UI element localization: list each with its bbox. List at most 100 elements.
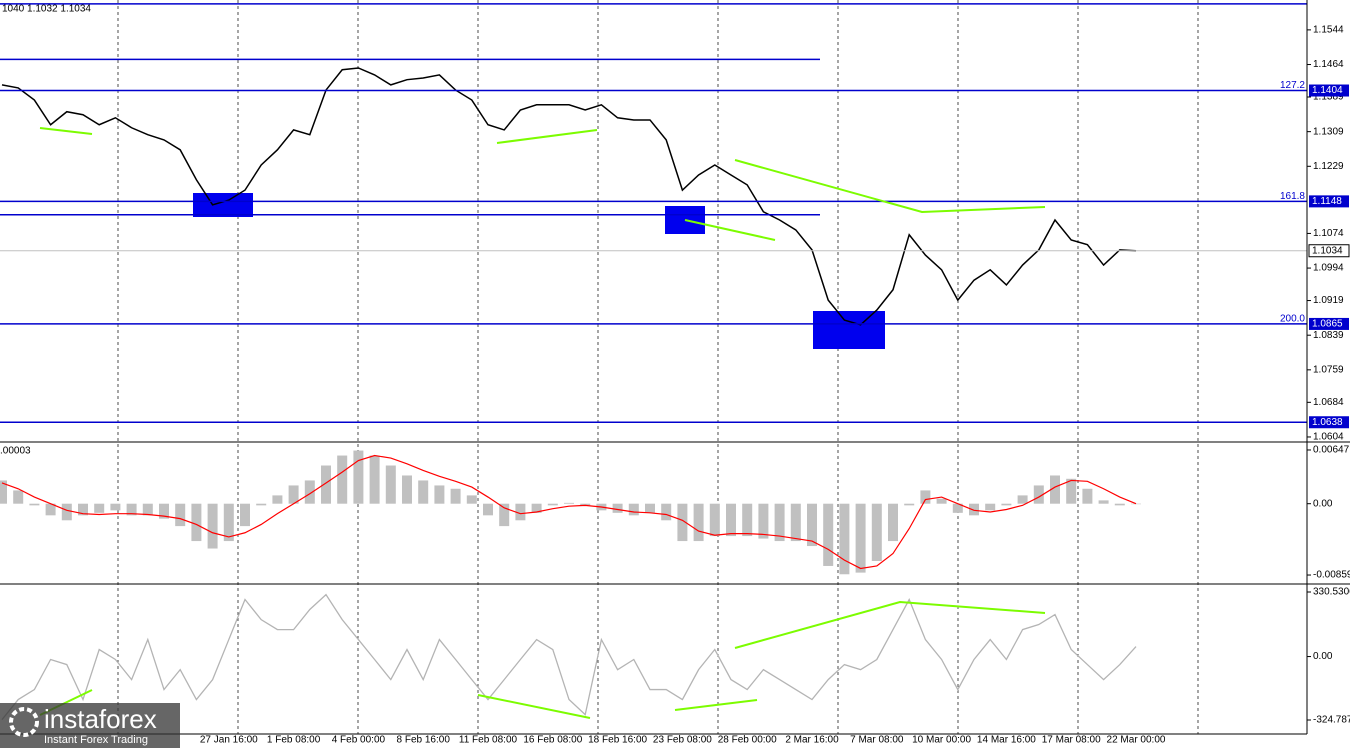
y-tick-label: 1.0759 xyxy=(1313,364,1344,375)
watermark: instaforex Instant Forex Trading xyxy=(0,703,180,748)
x-tick-label: 18 Feb 16:00 xyxy=(588,735,647,746)
y-tick-label: 0.00 xyxy=(1313,498,1333,509)
histogram-bar xyxy=(515,503,526,521)
histogram-bar xyxy=(61,503,72,521)
histogram-bar xyxy=(0,480,7,504)
y-tick-label: -324.7876 xyxy=(1313,715,1350,726)
level-tag xyxy=(1309,317,1349,330)
y-tick-label: 1.0839 xyxy=(1313,330,1344,341)
divergence-line xyxy=(39,127,93,135)
x-tick-label: 16 Feb 08:00 xyxy=(523,735,582,746)
histogram-bar xyxy=(126,503,137,516)
histogram-bar xyxy=(1001,503,1012,506)
histogram-bar xyxy=(564,502,574,504)
series-line xyxy=(1,67,1137,326)
histogram-bar xyxy=(353,450,364,504)
x-tick-label: 2 Mar 16:00 xyxy=(785,735,839,746)
histogram-bar xyxy=(45,503,56,516)
level-label: 127.2 xyxy=(1280,80,1305,91)
histogram-bar xyxy=(709,503,720,537)
y-tick-label: 1.1544 xyxy=(1313,25,1344,36)
histogram-bar xyxy=(29,503,40,506)
y-tick-label: 1.1389 xyxy=(1313,92,1344,103)
divergence-line xyxy=(684,219,776,241)
histogram-bar xyxy=(531,503,542,513)
histogram-bar xyxy=(920,490,931,504)
histogram-bar xyxy=(904,503,915,506)
histogram-bar xyxy=(1082,488,1093,504)
histogram-bar xyxy=(466,495,477,504)
x-tick-label: 8 Feb 16:00 xyxy=(397,735,451,746)
y-tick-label: 1.1309 xyxy=(1313,126,1344,137)
histogram-bar xyxy=(1017,495,1028,504)
histogram-bar xyxy=(483,503,493,516)
histogram-bar xyxy=(628,503,639,516)
histogram-bar xyxy=(450,488,461,504)
logo-tagline: Instant Forex Trading xyxy=(44,734,148,746)
histogram-bar xyxy=(1131,503,1141,505)
histogram-bar xyxy=(661,503,672,521)
histogram-bar xyxy=(288,485,299,504)
histogram-bar xyxy=(418,480,429,504)
x-tick-label: 7 Mar 08:00 xyxy=(850,735,904,746)
level-value: 1.0865 xyxy=(1312,319,1343,330)
plots: 1.1544 1.1464 1.1389 1.1309 1.1229 1.1074 1.09… xyxy=(0,3,1350,746)
level-value: 1.1148 xyxy=(1312,196,1342,207)
x-tick-label: 1 Feb 08:00 xyxy=(267,735,321,746)
histogram-bar xyxy=(256,503,267,506)
y-tick-label: 1.1229 xyxy=(1313,161,1344,172)
histogram-bar xyxy=(807,503,817,547)
histogram-bar xyxy=(337,455,348,504)
divergence-line xyxy=(477,694,591,719)
histogram-bar xyxy=(223,503,234,542)
level-label: 200.0 xyxy=(1280,314,1305,325)
histogram-bar xyxy=(1114,503,1125,506)
histogram-bar xyxy=(742,503,753,537)
y-tick-label: 1.0994 xyxy=(1313,263,1344,274)
histogram-bar xyxy=(726,503,736,537)
x-tick-label: 22 Mar 00:00 xyxy=(1107,735,1166,746)
macd-header: .00003 xyxy=(0,446,31,457)
y-tick-label: 1.0684 xyxy=(1313,397,1344,408)
x-tick-label: 11 Feb 08:00 xyxy=(459,735,518,746)
histogram-bar xyxy=(580,503,591,506)
histogram-bar xyxy=(499,503,510,527)
histogram-bar xyxy=(547,503,558,506)
y-tick-label: 1.0919 xyxy=(1313,295,1344,306)
divergence-line xyxy=(734,600,1046,649)
y-tick-label: 0.00647 xyxy=(1313,445,1350,456)
histogram-bar xyxy=(823,503,834,566)
histogram-bar xyxy=(693,503,704,542)
divergence-line xyxy=(734,159,1046,214)
level-tag xyxy=(1309,195,1349,208)
histogram-bar xyxy=(774,503,785,542)
vertical-grid xyxy=(117,0,1199,734)
histogram-bar xyxy=(304,480,315,504)
histogram-bar xyxy=(385,465,396,504)
level-label: 161.8 xyxy=(1280,191,1305,202)
zone-box xyxy=(193,193,253,217)
current-price-label: 1.1034 xyxy=(1312,245,1343,256)
y-tick-label: 1.0604 xyxy=(1313,432,1344,443)
zone-box xyxy=(813,311,885,349)
histogram-bar xyxy=(677,503,688,542)
histogram-bar xyxy=(839,503,850,575)
level-tag xyxy=(1309,416,1349,429)
histogram-bar xyxy=(1050,475,1060,504)
x-tick-label: 4 Feb 00:00 xyxy=(332,735,386,746)
histogram-bar xyxy=(240,503,250,527)
histogram-bar xyxy=(272,495,283,504)
histogram-bar xyxy=(871,503,882,561)
histogram-bar xyxy=(612,503,623,513)
x-tick-label: 10 Mar 00:00 xyxy=(912,735,971,746)
histogram-bar xyxy=(159,503,169,519)
histogram-bar xyxy=(985,503,996,511)
y-tick-label: 1.1464 xyxy=(1313,59,1344,70)
x-tick-label: 17 Mar 08:00 xyxy=(1042,735,1101,746)
divergence-lines xyxy=(39,127,1046,719)
histogram-bar xyxy=(434,485,445,504)
x-tick-label: 27 Jan 16:00 xyxy=(200,735,258,746)
divergence-line xyxy=(674,699,758,711)
